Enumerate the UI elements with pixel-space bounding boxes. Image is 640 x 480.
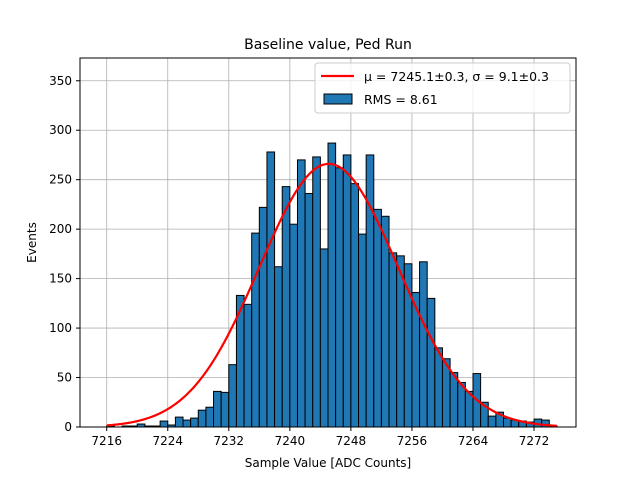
histogram-bar: [274, 266, 283, 428]
histogram-bar: [228, 364, 237, 428]
histogram-bar: [243, 303, 253, 428]
gaussian-fit-layer: [106, 162, 557, 427]
histogram-bar: [159, 420, 169, 428]
y-tick-label: 200: [49, 222, 72, 236]
x-axis-label: Sample Value [ADC Counts]: [245, 456, 411, 470]
y-axis-label: Events: [25, 222, 39, 263]
histogram-bar: [281, 186, 291, 428]
x-tick-label: 7264: [458, 434, 489, 448]
histogram-bar: [388, 252, 398, 428]
y-tick-label: 150: [49, 272, 72, 286]
legend-box: [314, 62, 571, 114]
histogram-bar: [182, 419, 192, 428]
legend: μ = 7245.1±0.3, σ = 9.1±0.3 RMS = 8.61: [314, 62, 571, 114]
histogram-bar: [487, 415, 497, 428]
histogram-bar: [335, 167, 344, 428]
histogram-bar: [449, 372, 459, 428]
histogram-bar: [426, 297, 436, 428]
histogram-bar: [258, 206, 268, 428]
histogram-bar: [174, 416, 184, 428]
histogram-bar: [205, 406, 215, 428]
x-axis-ticks: 7216 7224 7232 7240 7248 7256 7264 7272: [91, 427, 549, 448]
gaussian-fit-line: [106, 162, 557, 427]
y-tick-label: 100: [49, 321, 72, 335]
y-tick-label: 0: [64, 420, 72, 434]
histogram-bar: [434, 347, 443, 428]
histogram-bar: [358, 233, 367, 428]
histogram-bar: [251, 232, 260, 428]
x-tick-label: 7256: [397, 434, 428, 448]
legend-histogram-label: RMS = 8.61: [364, 92, 438, 107]
x-tick-label: 7272: [519, 434, 550, 448]
histogram-bar: [266, 151, 276, 428]
y-tick-label: 350: [49, 74, 72, 88]
x-tick-label: 7232: [214, 434, 245, 448]
x-tick-label: 7216: [91, 434, 122, 448]
histogram-bar: [419, 261, 428, 428]
y-tick-label: 300: [49, 123, 72, 137]
histogram-bar: [380, 215, 390, 428]
y-axis-ticks: 0 50 100 150 200 250 300 350: [49, 74, 80, 434]
chart-title: Baseline value, Ped Run: [244, 37, 412, 53]
histogram-bar: [312, 156, 321, 428]
histogram-bar: [373, 208, 382, 428]
histogram-bar: [220, 391, 230, 428]
histogram-bar: [304, 193, 314, 428]
histogram-bar: [365, 154, 375, 428]
legend-histogram-swatch: [323, 93, 353, 105]
histogram-bar: [197, 409, 207, 428]
legend-fit-label: μ = 7245.1±0.3, σ = 9.1±0.3: [364, 69, 549, 84]
x-tick-label: 7224: [152, 434, 183, 448]
histogram-bar: [503, 417, 512, 428]
histogram-bar: [296, 159, 306, 428]
histogram-bar: [213, 390, 222, 428]
histogram-bar: [327, 142, 337, 428]
histogram-bar: [350, 183, 360, 428]
plot-frame: [79, 57, 577, 428]
x-tick-label: 7240: [275, 434, 306, 448]
y-tick-label: 250: [49, 173, 72, 187]
histogram-bar: [319, 248, 329, 428]
histogram-bar: [190, 417, 199, 428]
x-tick-label: 7248: [336, 434, 367, 448]
histogram-bar: [342, 154, 352, 428]
y-tick-label: 50: [57, 371, 72, 385]
histogram-bars: [106, 142, 558, 428]
histogram-bar: [396, 255, 405, 428]
histogram-bar: [289, 223, 298, 428]
